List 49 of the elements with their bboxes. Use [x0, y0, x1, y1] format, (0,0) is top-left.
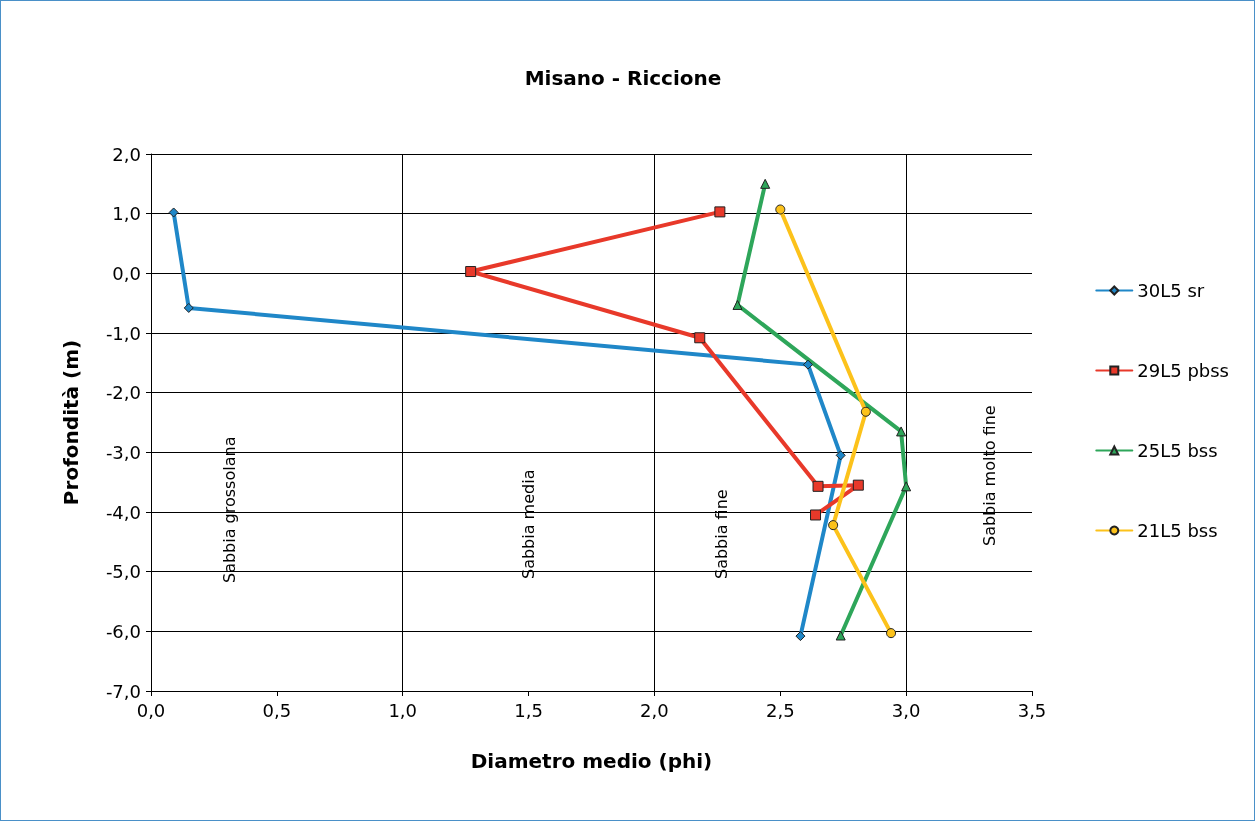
x-tick-label: 2,0 [640, 699, 669, 721]
annotation: Sabbia media [518, 469, 538, 579]
x-tick-label: 1,5 [514, 699, 543, 721]
y-tick-label: -4,0 [105, 501, 141, 523]
x-tick-label: 0,5 [262, 699, 292, 721]
y-tick-label: 2,0 [112, 143, 141, 165]
point [835, 630, 846, 641]
point [732, 299, 743, 310]
point [852, 479, 864, 491]
y-tick-label: -1,0 [105, 322, 141, 344]
x-axis-title: Diametro medio (phi) [470, 749, 713, 773]
point [901, 481, 912, 492]
point [168, 207, 179, 218]
y-tick-label: -2,0 [105, 382, 141, 404]
y-tick-label: -6,0 [105, 620, 141, 642]
point [812, 480, 824, 492]
y-tick-label: -7,0 [105, 680, 141, 702]
point [810, 509, 822, 521]
legend-label: 29L5 pbss [1137, 360, 1229, 381]
point [183, 302, 194, 313]
x-tick-label: 0,0 [136, 699, 166, 721]
point [775, 204, 786, 215]
y-axis-title: Profondità (m) [59, 339, 83, 506]
y-tick-label: -3,0 [105, 441, 141, 463]
point [802, 359, 813, 370]
annotation: Sabbia fine [711, 489, 731, 579]
point [886, 628, 897, 639]
point [795, 631, 806, 642]
chart-title: Misano - Riccione [524, 66, 722, 90]
legend-label: 21L5 bss [1137, 520, 1218, 541]
x-tick-label: 1,0 [388, 699, 418, 721]
point [714, 206, 726, 218]
x-tick-label: 2,5 [765, 699, 795, 721]
y-tick-label: 0,0 [112, 262, 141, 284]
legend-label: 25L5 bss [1137, 440, 1218, 461]
point [860, 406, 871, 417]
point [694, 332, 706, 344]
point [896, 426, 907, 437]
point [760, 178, 771, 189]
y-tick-label: 1,0 [112, 203, 141, 225]
point [835, 450, 846, 461]
y-tick-label: -5,0 [105, 561, 141, 583]
annotation: Sabbia grossolana [219, 436, 239, 583]
annotation: Sabbia molto fine [979, 405, 999, 546]
point [828, 520, 839, 531]
legend-label: 30L5 sr [1137, 280, 1205, 301]
point [465, 266, 477, 278]
x-tick-label: 3,5 [1017, 699, 1047, 721]
x-tick-label: 3,0 [891, 699, 921, 721]
